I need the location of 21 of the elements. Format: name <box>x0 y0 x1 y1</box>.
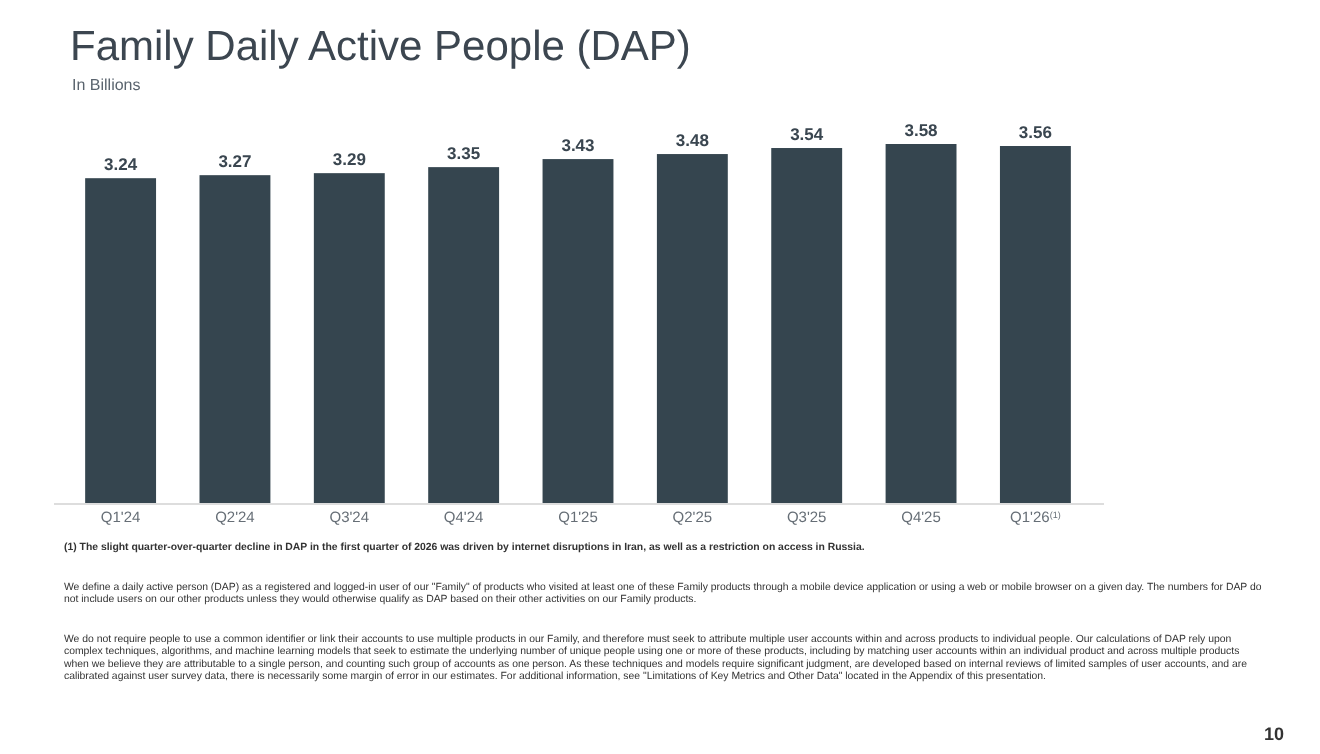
bar <box>656 154 728 504</box>
data-label: 3.35 <box>447 143 481 164</box>
data-label: 3.48 <box>675 130 710 151</box>
bar <box>428 167 500 504</box>
data-label: 3.58 <box>904 120 939 140</box>
data-label: 3.29 <box>332 149 367 170</box>
chart-subtitle: In Billions <box>72 76 141 94</box>
data-label: 3.54 <box>790 124 824 145</box>
data-label: 3.24 <box>104 154 138 175</box>
bar <box>85 178 157 504</box>
chart-title: Family Daily Active People (DAP) <box>70 24 691 70</box>
data-label: 3.43 <box>561 135 596 156</box>
bar <box>313 173 385 504</box>
bar <box>771 148 843 504</box>
bar <box>199 175 271 504</box>
bar <box>542 159 614 504</box>
data-label: 3.56 <box>1018 122 1053 143</box>
bar <box>999 146 1071 504</box>
data-label: 3.27 <box>218 151 253 172</box>
bar <box>885 144 957 504</box>
text: 10 <box>1263 724 1284 744</box>
